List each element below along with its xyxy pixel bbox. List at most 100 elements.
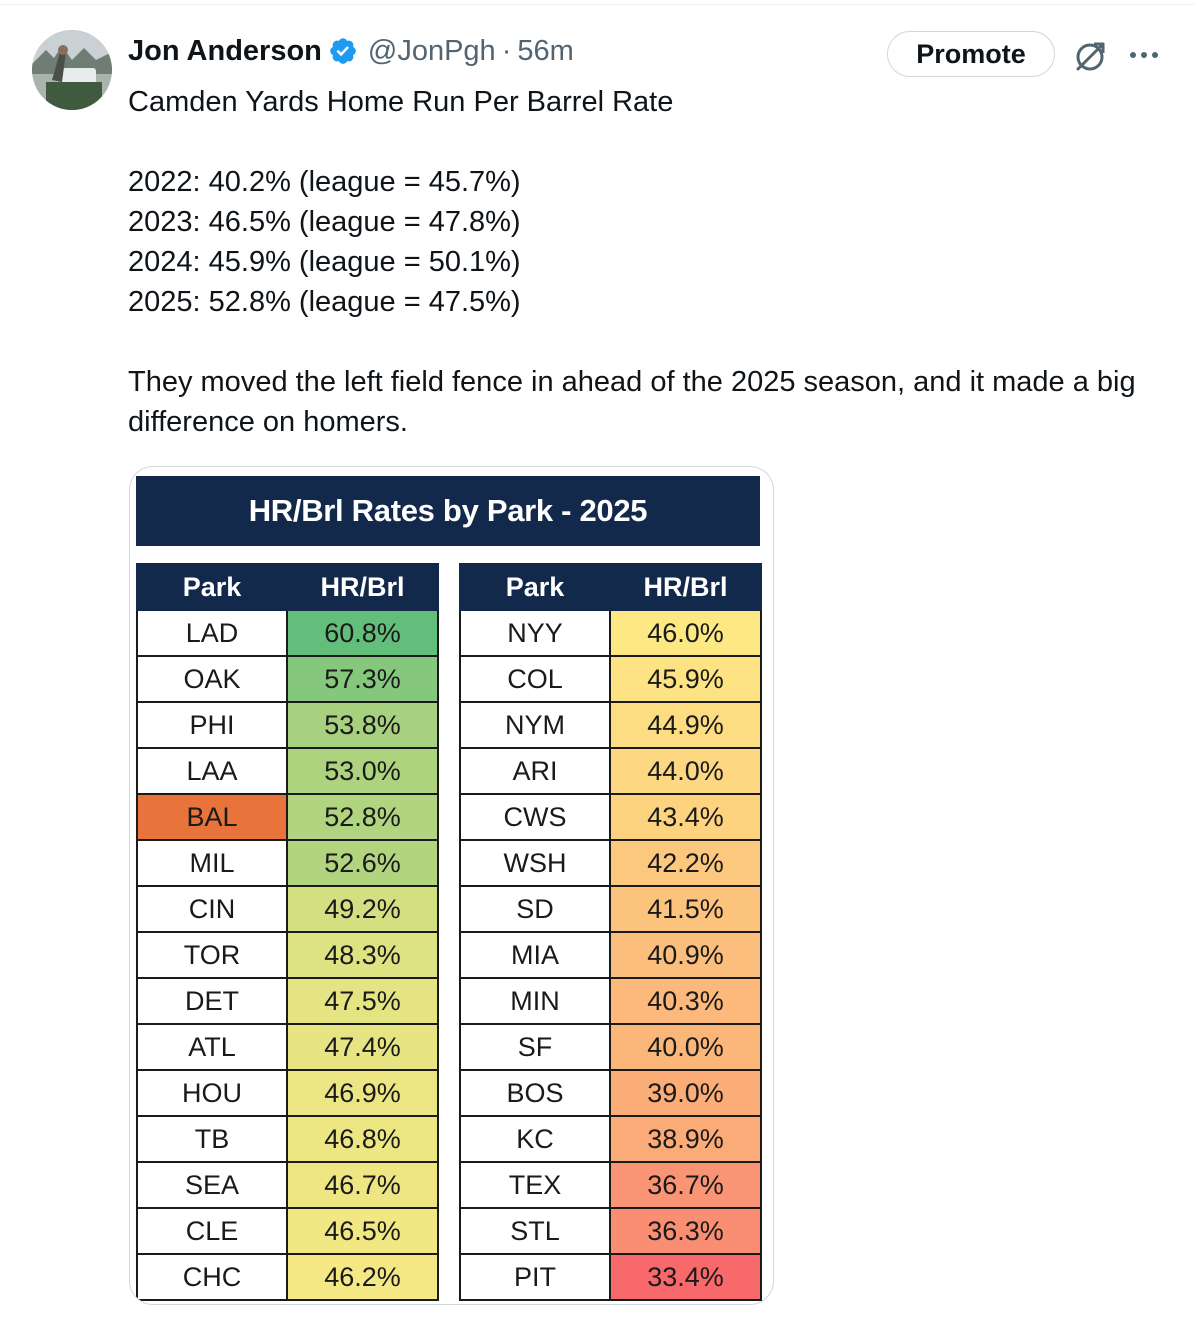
park-cell: TEX — [459, 1161, 611, 1209]
park-table-left: Park HR/Brl LAD 60.8% OAK 57.3% PHI 53.8% LAA 5… — [136, 563, 439, 1301]
rate-cell: 47.5% — [286, 977, 439, 1025]
more-options-icon[interactable] — [1126, 40, 1162, 70]
grok-icon[interactable] — [1070, 36, 1110, 76]
rate-cell: 57.3% — [286, 655, 439, 703]
park-cell: SF — [459, 1023, 611, 1071]
park-cell: CWS — [459, 793, 611, 841]
park-cell: SD — [459, 885, 611, 933]
park-cell: STL — [459, 1207, 611, 1255]
table-row: SF 40.0% — [459, 1023, 762, 1071]
author-handle[interactable]: @JonPgh — [367, 34, 496, 67]
column-header-rate: HR/Brl — [609, 563, 762, 611]
table-row: PHI 53.8% — [136, 701, 439, 749]
top-divider — [0, 4, 1196, 5]
park-table-right: Park HR/Brl NYY 46.0% COL 45.9% NYM 44.9% ARI 4… — [459, 563, 762, 1301]
park-cell: TB — [136, 1115, 288, 1163]
park-cell: CIN — [136, 885, 288, 933]
park-cell: MIL — [136, 839, 288, 887]
table-row: MIA 40.9% — [459, 931, 762, 979]
table-row: CIN 49.2% — [136, 885, 439, 933]
park-cell: OAK — [136, 655, 288, 703]
table-row: WSH 42.2% — [459, 839, 762, 887]
table-header-row: Park HR/Brl — [136, 563, 439, 611]
park-cell: LAA — [136, 747, 288, 795]
rate-cell: 46.2% — [286, 1253, 439, 1301]
verified-badge-icon[interactable] — [328, 36, 358, 66]
tweet-body: Camden Yards Home Run Per Barrel Rate 20… — [128, 82, 1178, 442]
table-row: OAK 57.3% — [136, 655, 439, 703]
promote-button[interactable]: Promote — [887, 31, 1055, 77]
table-row: TOR 48.3% — [136, 931, 439, 979]
table-row: COL 45.9% — [459, 655, 762, 703]
park-cell: SEA — [136, 1161, 288, 1209]
rate-cell: 40.0% — [609, 1023, 762, 1071]
rate-cell: 53.0% — [286, 747, 439, 795]
rate-cell: 46.5% — [286, 1207, 439, 1255]
table-row: NYY 46.0% — [459, 609, 762, 657]
table-row: ATL 47.4% — [136, 1023, 439, 1071]
rate-cell: 40.9% — [609, 931, 762, 979]
table-row: ARI 44.0% — [459, 747, 762, 795]
table-row: TEX 36.7% — [459, 1161, 762, 1209]
separator-dot: · — [501, 34, 512, 67]
rate-cell: 41.5% — [609, 885, 762, 933]
park-cell: ARI — [459, 747, 611, 795]
park-cell: MIN — [459, 977, 611, 1025]
table-row: LAD 60.8% — [136, 609, 439, 657]
rate-cell: 40.3% — [609, 977, 762, 1025]
table-row: STL 36.3% — [459, 1207, 762, 1255]
attached-image[interactable]: HR/Brl Rates by Park - 2025 Park HR/Brl … — [129, 466, 774, 1305]
park-cell: WSH — [459, 839, 611, 887]
tweet-headline: Camden Yards Home Run Per Barrel Rate — [128, 86, 674, 118]
table-row: BOS 39.0% — [459, 1069, 762, 1117]
rate-cell: 46.8% — [286, 1115, 439, 1163]
park-cell: NYY — [459, 609, 611, 657]
table-row: BAL 52.8% — [136, 793, 439, 841]
rate-cell: 46.7% — [286, 1161, 439, 1209]
rate-cell: 52.8% — [286, 793, 439, 841]
rate-cell: 53.8% — [286, 701, 439, 749]
rate-cell: 47.4% — [286, 1023, 439, 1071]
avatar[interactable] — [32, 30, 112, 110]
post-timestamp[interactable]: 56m — [517, 34, 574, 67]
tweet-stat-line: 2024: 45.9% (league = 50.1%) — [128, 246, 521, 278]
table-row: LAA 53.0% — [136, 747, 439, 795]
avatar-photo — [32, 30, 112, 110]
park-cell: COL — [459, 655, 611, 703]
park-cell: PHI — [136, 701, 288, 749]
table-row: CLE 46.5% — [136, 1207, 439, 1255]
park-cell: DET — [136, 977, 288, 1025]
park-cell: LAD — [136, 609, 288, 657]
park-cell: HOU — [136, 1069, 288, 1117]
park-cell: CLE — [136, 1207, 288, 1255]
rate-cell: 46.0% — [609, 609, 762, 657]
table-row: NYM 44.9% — [459, 701, 762, 749]
park-cell: KC — [459, 1115, 611, 1163]
park-cell: ATL — [136, 1023, 288, 1071]
table-row: TB 46.8% — [136, 1115, 439, 1163]
table-row: SEA 46.7% — [136, 1161, 439, 1209]
rate-cell: 46.9% — [286, 1069, 439, 1117]
table-row: CWS 43.4% — [459, 793, 762, 841]
park-cell: BOS — [459, 1069, 611, 1117]
rate-cell: 36.7% — [609, 1161, 762, 1209]
table-row: MIN 40.3% — [459, 977, 762, 1025]
park-cell: CHC — [136, 1253, 288, 1301]
rate-cell: 49.2% — [286, 885, 439, 933]
table-title: HR/Brl Rates by Park - 2025 — [136, 476, 760, 546]
table-row: DET 47.5% — [136, 977, 439, 1025]
rate-cell: 60.8% — [286, 609, 439, 657]
author-name[interactable]: Jon Anderson — [128, 34, 322, 67]
rate-cell: 42.2% — [609, 839, 762, 887]
table-row: SD 41.5% — [459, 885, 762, 933]
tweet-stat-line: 2023: 46.5% (league = 47.8%) — [128, 206, 521, 238]
table-row: MIL 52.6% — [136, 839, 439, 887]
tweet-stat-line: 2025: 52.8% (league = 47.5%) — [128, 286, 521, 318]
table-row: CHC 46.2% — [136, 1253, 439, 1301]
column-header-park: Park — [136, 563, 288, 611]
park-cell: PIT — [459, 1253, 611, 1301]
park-cell: BAL — [136, 793, 288, 841]
column-header-rate: HR/Brl — [286, 563, 439, 611]
rate-cell: 48.3% — [286, 931, 439, 979]
park-cell: MIA — [459, 931, 611, 979]
